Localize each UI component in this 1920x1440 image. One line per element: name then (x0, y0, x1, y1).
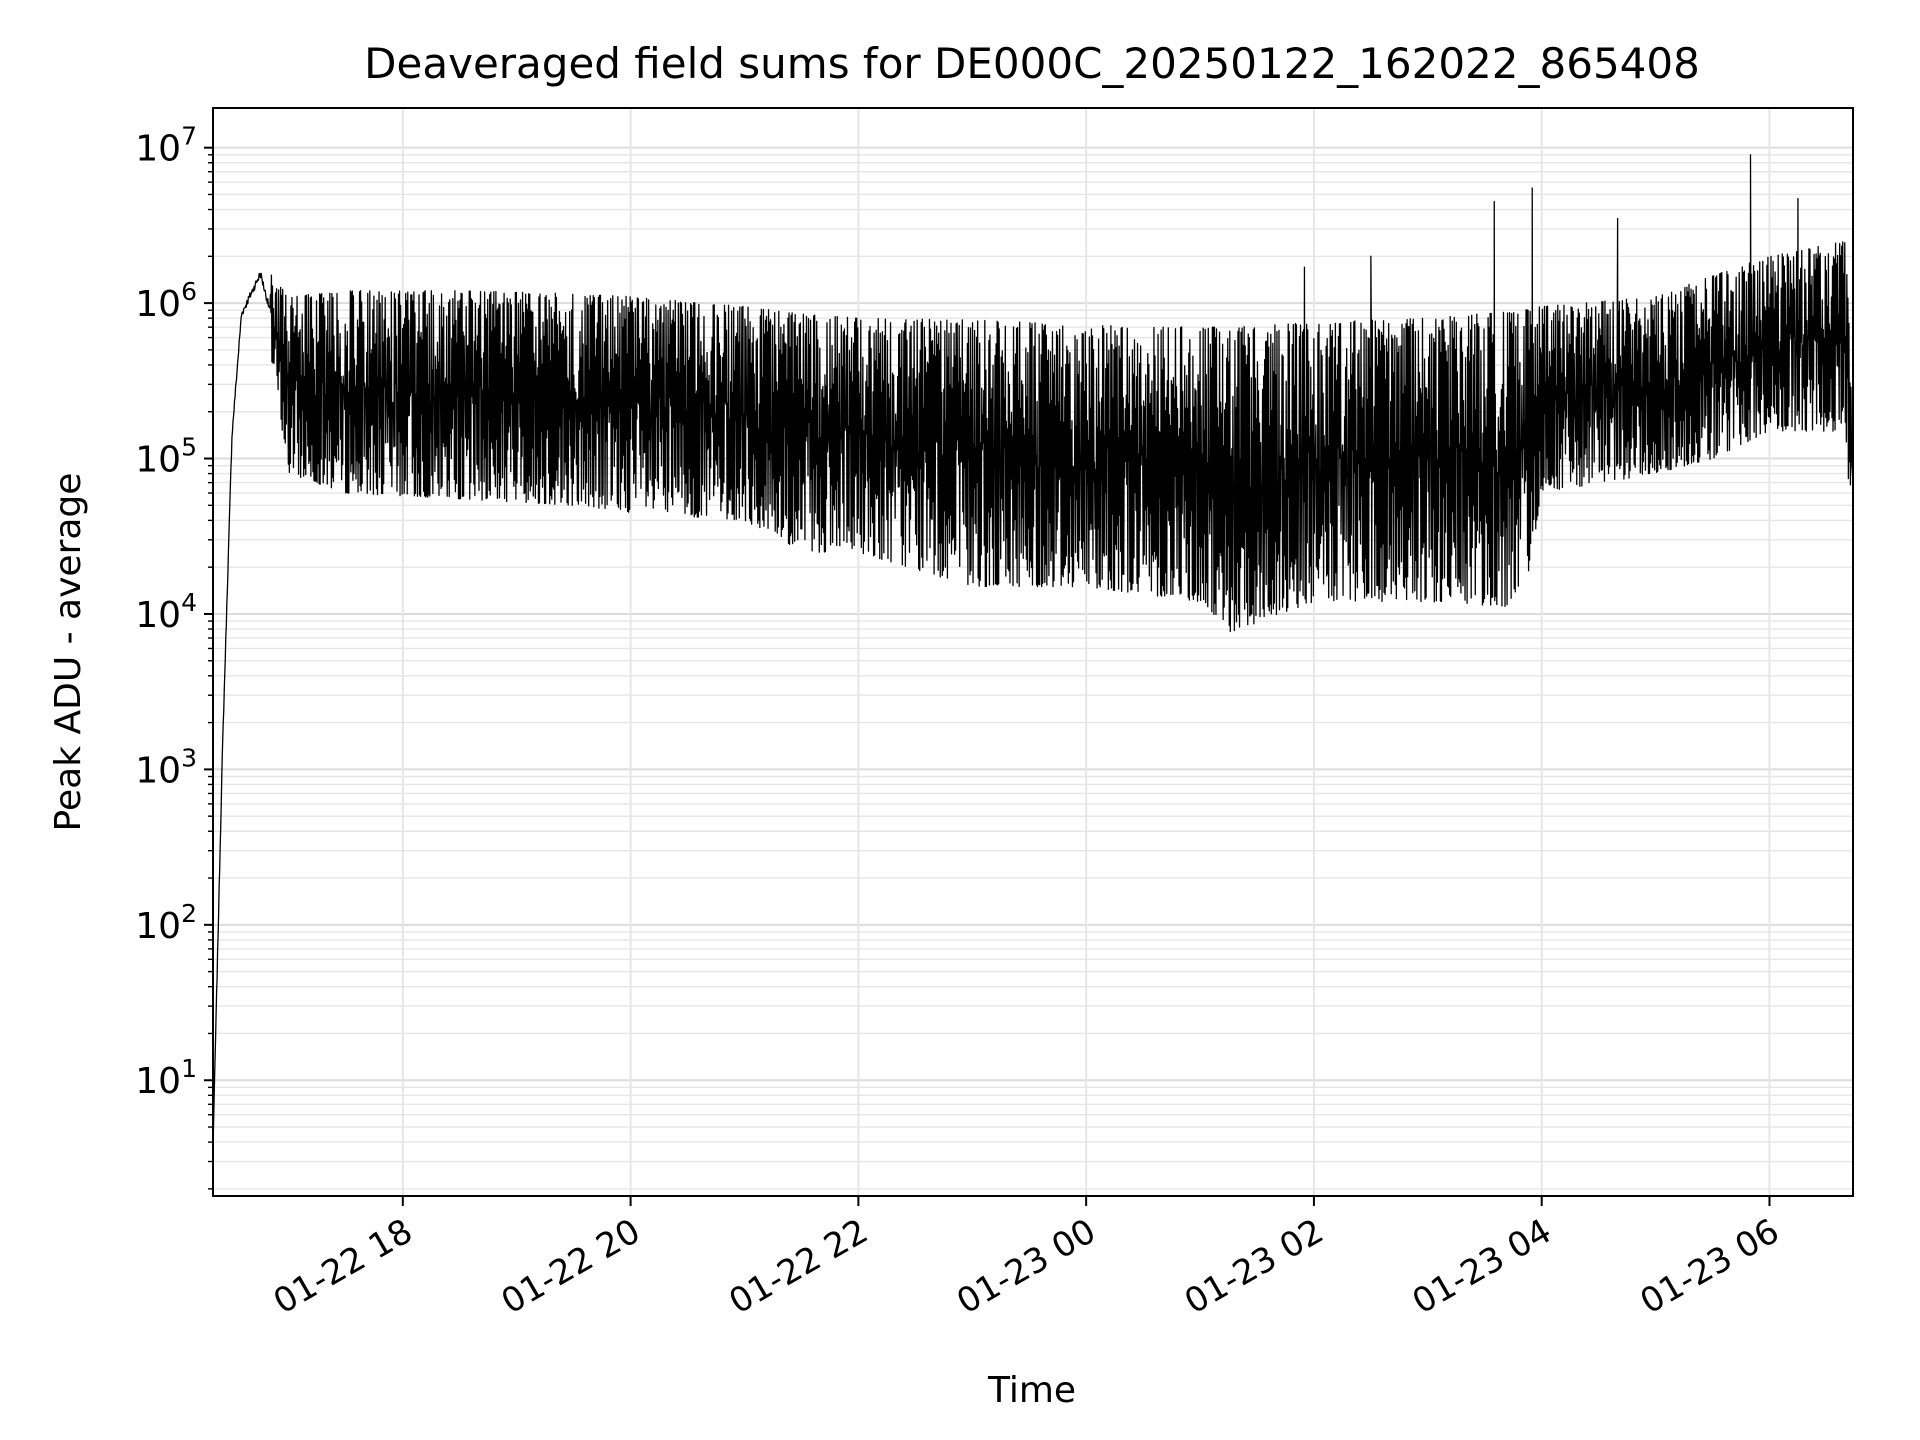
y-tick-label: 105 (135, 433, 197, 481)
y-tick-label: 106 (135, 277, 197, 325)
data-series-line (212, 154, 1854, 1146)
plot-area (212, 154, 1854, 1146)
y-tick-label: 102 (135, 899, 197, 947)
x-axis-label: Time (987, 1370, 1076, 1411)
chart-title: Deaveraged field sums for DE000C_2025012… (364, 39, 1700, 88)
y-axis-label: Peak ADU - average (48, 473, 89, 832)
y-tick-label: 107 (135, 122, 197, 170)
axes-frame (212, 107, 1854, 1197)
y-tick-label: 104 (135, 588, 197, 636)
y-axis: 101 102 103 104 105 106 107 (135, 122, 213, 1190)
y-tick-label: 103 (135, 743, 197, 791)
y-tick-label: 101 (135, 1054, 197, 1102)
